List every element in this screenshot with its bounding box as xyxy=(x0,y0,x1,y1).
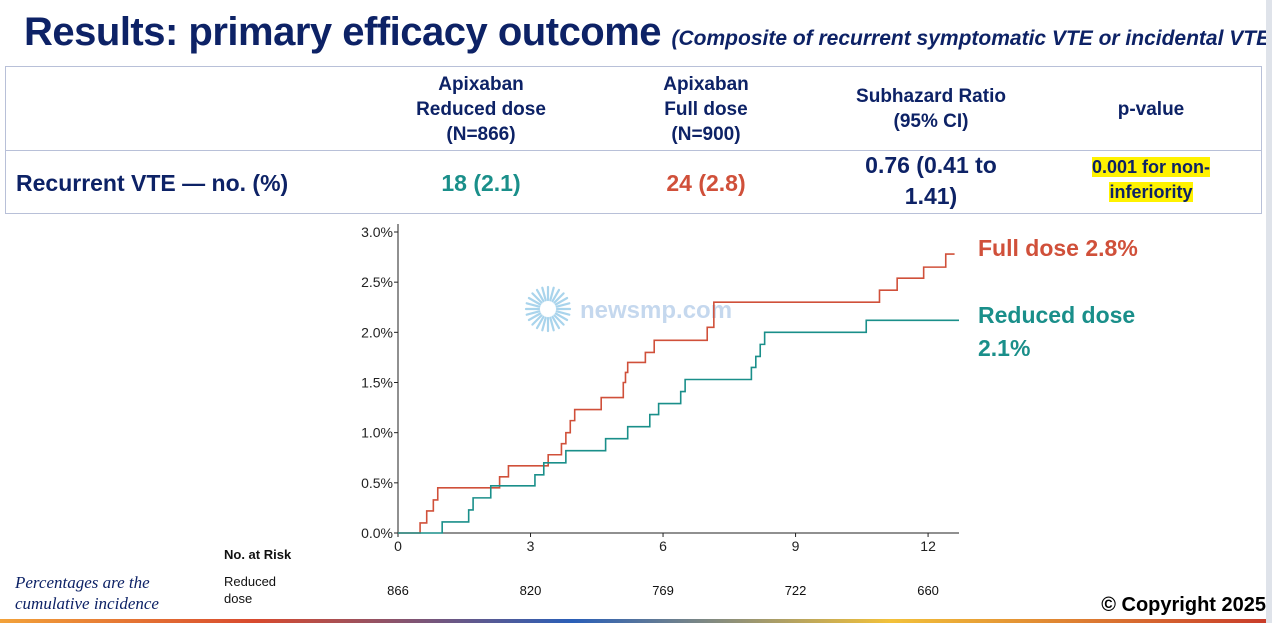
header-p-value: p-value xyxy=(1117,99,1185,120)
series-line-full-dose xyxy=(398,253,955,534)
header-reduced-line3: (N=866) xyxy=(446,124,516,145)
header-reduced-line2: Reduced dose xyxy=(416,99,546,120)
watermark-ray xyxy=(525,302,541,308)
y-tick-label: 0.0% xyxy=(361,525,393,541)
x-tick-label: 0 xyxy=(394,538,402,554)
at-risk-heading: No. at Risk xyxy=(224,547,292,562)
header-subhazard-ratio: Subhazard Ratio (95% CI) xyxy=(821,84,1041,134)
at-risk-label-line2: dose xyxy=(224,591,252,606)
watermark-ray xyxy=(535,315,545,330)
y-tick-label: 3.0% xyxy=(361,224,393,240)
watermark-ray xyxy=(535,288,545,303)
label-reduced-line1: Reduced dose xyxy=(978,302,1135,328)
watermark-ray xyxy=(553,314,565,326)
header-full-line1: Apixaban xyxy=(663,74,749,95)
watermark: newsmp.com xyxy=(524,285,732,333)
decorative-bottom-bar xyxy=(0,619,1272,623)
watermark-ray xyxy=(531,314,543,326)
series-labels: Full dose 2.8% Reduced dose 2.1% xyxy=(978,235,1138,361)
header-full-dose: Apixaban Full dose (N=900) xyxy=(616,72,796,147)
watermark-ray xyxy=(549,286,555,302)
y-tick-label: 1.0% xyxy=(361,425,393,441)
watermark-logo-icon xyxy=(524,285,572,333)
label-full-dose: Full dose 2.8% xyxy=(978,235,1138,261)
ratio-line1: 0.76 (0.41 to xyxy=(865,152,997,178)
x-tick-label: 6 xyxy=(659,538,667,554)
y-tick-label: 1.5% xyxy=(361,375,393,391)
at-risk-value: 722 xyxy=(785,583,807,598)
value-subhazard-ratio: 0.76 (0.41 to 1.41) xyxy=(821,150,1041,212)
ratio-line2: 1.41) xyxy=(904,183,958,209)
watermark-ray xyxy=(555,310,571,316)
footnote: Percentages are the cumulative incidence xyxy=(15,572,159,614)
cumulative-incidence-chart: newsmp.com 0.0%0.5%1.0%1.5%2.0%2.5%3.0%0… xyxy=(224,224,1138,606)
watermark-ray xyxy=(527,312,542,322)
header-full-line3: (N=900) xyxy=(671,124,741,145)
watermark-ray xyxy=(541,316,547,332)
page-subtitle: (Composite of recurrent symptomatic VTE … xyxy=(671,27,1272,50)
at-risk-value: 866 xyxy=(387,583,409,598)
at-risk-row-label: Reduced dose xyxy=(224,574,276,606)
value-p-value: 0.001 for non- inferiority xyxy=(1066,155,1236,205)
watermark-ray xyxy=(555,302,571,308)
header-reduced-dose: Apixaban Reduced dose (N=866) xyxy=(386,72,576,147)
copyright: © Copyright 2025 xyxy=(1101,594,1266,616)
slide-title: Results: primary efficacy outcome (Compo… xyxy=(24,10,1272,55)
watermark-ray xyxy=(554,312,569,322)
at-risk-value: 820 xyxy=(520,583,542,598)
value-reduced-dose: 18 (2.1) xyxy=(441,170,521,196)
y-tick-label: 2.5% xyxy=(361,274,393,290)
footnote-line1: Percentages are the xyxy=(15,573,150,592)
label-reduced-line2: 2.1% xyxy=(978,335,1030,361)
footnote-line2: cumulative incidence xyxy=(15,594,159,613)
series-line-reduced-dose xyxy=(398,319,959,534)
y-tick-label: 0.5% xyxy=(361,475,393,491)
watermark-ray xyxy=(551,315,561,330)
x-tick-label: 12 xyxy=(920,538,936,554)
header-ratio-line1: Subhazard Ratio xyxy=(856,86,1006,107)
x-tick-label: 9 xyxy=(792,538,800,554)
table-divider xyxy=(6,150,1261,151)
page-title: Results: primary efficacy outcome xyxy=(24,10,662,54)
watermark-ray xyxy=(551,288,561,303)
watermark-text: newsmp.com xyxy=(580,297,732,324)
value-full-dose: 24 (2.8) xyxy=(666,170,746,196)
pvalue-line1: 0.001 for non- xyxy=(1091,157,1211,177)
header-ratio-line2: (95% CI) xyxy=(893,111,969,132)
watermark-ray xyxy=(525,310,541,316)
header-full-line2: Full dose xyxy=(664,99,748,120)
watermark-ray xyxy=(549,316,555,332)
watermark-ray xyxy=(541,286,547,302)
at-risk-table: No. at Risk Reduced dose 866 820 769 722 660 xyxy=(224,547,939,606)
watermark-ray xyxy=(531,292,543,304)
y-tick-label: 2.0% xyxy=(361,324,393,340)
x-tick-label: 3 xyxy=(527,538,535,554)
header-reduced-line1: Apixaban xyxy=(438,74,524,95)
slide-edge xyxy=(1266,0,1272,623)
watermark-ray xyxy=(554,296,569,306)
results-table: Apixaban Reduced dose (N=866) Apixaban F… xyxy=(5,66,1262,214)
at-risk-value: 769 xyxy=(652,583,674,598)
row-label-recurrent-vte: Recurrent VTE — no. (%) xyxy=(16,170,289,196)
watermark-ray xyxy=(527,296,542,306)
at-risk-label-line1: Reduced xyxy=(224,574,276,589)
watermark-ray xyxy=(553,292,565,304)
pvalue-line2: inferiority xyxy=(1109,182,1193,202)
label-reduced-dose: Reduced dose 2.1% xyxy=(978,302,1135,361)
chart-axes: 0.0% 0.5% 1.0% 1.5% 2.0% 2.5% 3.0% 0 3 6 9 12 xyxy=(361,224,959,554)
at-risk-value: 660 xyxy=(917,583,939,598)
chart-series xyxy=(398,253,959,534)
